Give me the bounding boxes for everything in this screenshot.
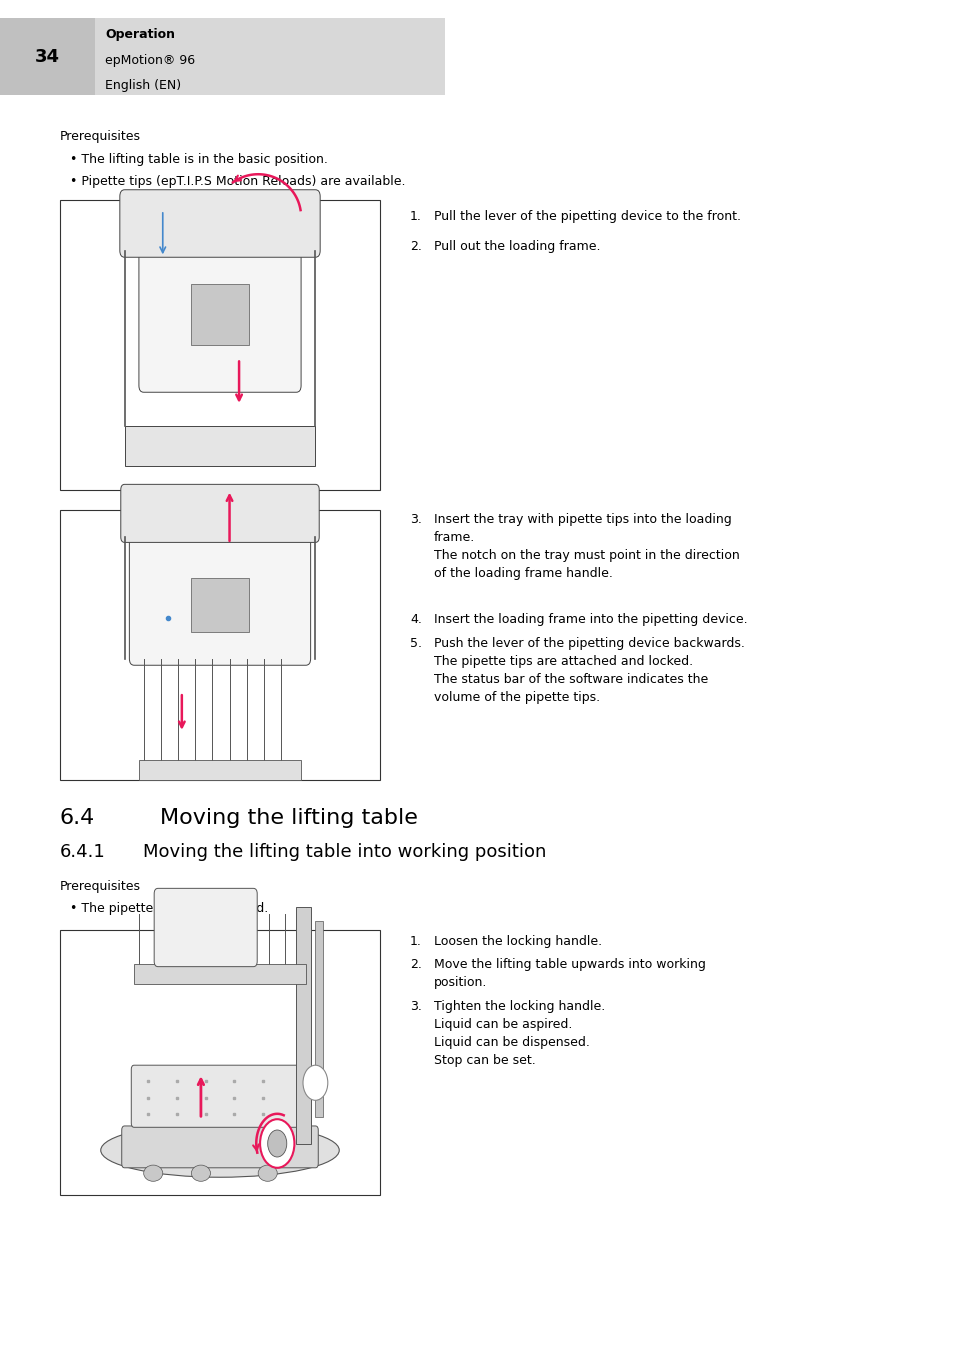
Text: 1.: 1. [410,211,421,223]
Text: Moving the lifting table into working position: Moving the lifting table into working po… [143,842,546,861]
Bar [315,921,323,1116]
Text: Liquid can be dispensed.: Liquid can be dispensed. [434,1035,589,1049]
Text: 6.4.1: 6.4.1 [60,842,106,861]
Ellipse shape [192,1165,211,1181]
Text: frame.: frame. [434,531,475,544]
Text: 2.: 2. [410,958,421,972]
FancyBboxPatch shape [122,1126,318,1168]
Bar [192,285,249,346]
Ellipse shape [258,1165,277,1181]
Bar [60,930,379,1195]
FancyBboxPatch shape [132,1065,309,1127]
Text: [Device illustration 1]: [Device illustration 1] [160,340,280,350]
Text: Prerequisites: Prerequisites [60,130,141,143]
Text: Prerequisites: Prerequisites [60,880,141,892]
Text: Stop can be set.: Stop can be set. [434,1054,535,1067]
Bar [296,907,311,1143]
FancyBboxPatch shape [139,244,301,393]
Bar [125,427,315,467]
Text: Loosen the locking handle.: Loosen the locking handle. [434,936,601,948]
Text: • Pipette tips (epT.I.P.S Motion Reloads) are available.: • Pipette tips (epT.I.P.S Motion Reloads… [70,176,405,188]
FancyBboxPatch shape [154,888,257,967]
Text: Insert the tray with pipette tips into the loading: Insert the tray with pipette tips into t… [434,513,731,526]
Circle shape [303,1065,328,1100]
Text: • The lifting table is in the basic position.: • The lifting table is in the basic posi… [70,153,328,166]
FancyBboxPatch shape [130,531,311,666]
FancyBboxPatch shape [120,190,320,258]
Text: 34: 34 [34,47,59,66]
Text: The pipette tips are attached and locked.: The pipette tips are attached and locked… [434,655,692,668]
Bar [60,510,379,780]
Text: • The pipette tips are attached.: • The pipette tips are attached. [70,902,268,915]
Circle shape [260,1119,294,1168]
FancyBboxPatch shape [121,485,319,543]
Text: 4.: 4. [410,613,421,626]
Text: volume of the pipette tips.: volume of the pipette tips. [434,691,599,703]
Bar [192,578,249,632]
Text: Pull the lever of the pipetting device to the front.: Pull the lever of the pipetting device t… [434,211,740,223]
Text: Operation: Operation [105,28,174,42]
Text: 3.: 3. [410,1000,421,1012]
Text: Push the lever of the pipetting device backwards.: Push the lever of the pipetting device b… [434,637,744,649]
Bar [95,18,444,95]
Text: Pull out the loading frame.: Pull out the loading frame. [434,240,599,252]
Bar [134,964,306,984]
Text: Moving the lifting table: Moving the lifting table [160,809,417,828]
Bar [0,18,953,95]
Text: Insert the loading frame into the pipetting device.: Insert the loading frame into the pipett… [434,613,747,626]
Text: 3.: 3. [410,513,421,526]
Ellipse shape [101,1123,339,1177]
Text: Tighten the locking handle.: Tighten the locking handle. [434,1000,604,1012]
Text: English (EN): English (EN) [105,80,181,92]
Text: 2.: 2. [410,240,421,252]
Ellipse shape [144,1165,163,1181]
Bar [60,200,379,490]
Text: 5.: 5. [410,637,421,649]
Bar [0,18,95,95]
Text: Move the lifting table upwards into working: Move the lifting table upwards into work… [434,958,705,972]
Circle shape [268,1130,287,1157]
Text: The status bar of the software indicates the: The status bar of the software indicates… [434,674,707,686]
Bar [139,760,301,780]
Text: 6.4: 6.4 [60,809,95,828]
Text: The notch on the tray must point in the direction: The notch on the tray must point in the … [434,549,739,562]
Text: of the loading frame handle.: of the loading frame handle. [434,567,612,580]
Text: position.: position. [434,976,487,990]
Text: Liquid can be aspired.: Liquid can be aspired. [434,1018,572,1031]
Text: 1.: 1. [410,936,421,948]
Text: epMotion® 96: epMotion® 96 [105,54,195,68]
